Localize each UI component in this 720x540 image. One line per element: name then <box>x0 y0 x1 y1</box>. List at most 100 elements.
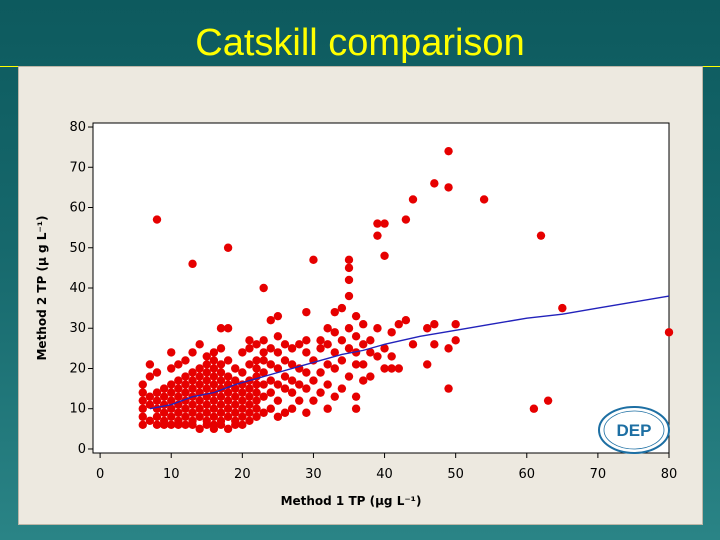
data-point <box>394 364 403 373</box>
data-point <box>138 388 147 397</box>
data-point <box>273 348 283 357</box>
x-tick-label: 10 <box>163 467 180 482</box>
data-point <box>223 356 233 365</box>
data-point <box>287 376 297 385</box>
data-point <box>351 360 361 369</box>
data-point <box>316 368 325 377</box>
data-point <box>302 408 311 417</box>
data-point <box>231 392 240 401</box>
data-point <box>181 356 190 365</box>
data-point <box>394 320 403 329</box>
data-point <box>408 195 418 204</box>
data-point <box>188 400 197 409</box>
data-point <box>444 344 453 353</box>
data-point <box>138 396 147 405</box>
data-point <box>330 364 339 373</box>
y-tick-label: 20 <box>69 361 86 376</box>
data-point <box>138 404 147 413</box>
data-point <box>309 255 318 265</box>
data-point <box>181 380 190 389</box>
x-tick-label: 40 <box>376 467 393 482</box>
data-point <box>195 380 204 389</box>
data-point <box>330 348 339 357</box>
x-tick-label: 60 <box>519 467 536 482</box>
data-point <box>273 412 283 421</box>
data-point <box>252 340 261 349</box>
data-point <box>344 255 354 265</box>
data-point <box>202 408 211 417</box>
data-point <box>245 416 254 426</box>
data-point <box>302 336 311 345</box>
data-point <box>181 404 190 413</box>
data-point <box>259 408 268 417</box>
data-point <box>344 275 354 285</box>
data-point <box>479 195 489 204</box>
data-point <box>266 404 275 413</box>
scatter-points <box>138 146 674 434</box>
data-point <box>444 146 453 156</box>
data-point <box>344 291 354 301</box>
data-point <box>295 396 304 405</box>
data-point <box>152 215 162 224</box>
data-point <box>280 340 290 349</box>
data-point <box>167 420 176 430</box>
slide-title-text: Catskill comparison <box>195 22 525 64</box>
data-point <box>387 352 396 361</box>
data-point <box>181 372 190 381</box>
data-point <box>174 384 183 393</box>
data-point <box>195 424 204 434</box>
data-point <box>202 384 211 393</box>
data-point <box>167 388 176 397</box>
data-point <box>664 328 674 337</box>
data-point <box>380 344 389 353</box>
data-point <box>145 400 155 409</box>
data-point <box>238 412 247 421</box>
data-point <box>238 420 247 430</box>
data-point <box>280 372 290 381</box>
data-point <box>366 336 375 345</box>
data-point <box>280 384 290 393</box>
data-point <box>543 396 553 405</box>
data-point <box>259 348 268 357</box>
data-point <box>245 344 254 353</box>
data-point <box>387 328 396 337</box>
data-point <box>259 336 268 345</box>
data-point <box>174 416 183 426</box>
data-point <box>266 315 275 325</box>
data-point <box>195 404 204 413</box>
data-point <box>252 364 261 373</box>
data-point <box>231 376 240 385</box>
data-point <box>302 368 311 377</box>
data-point <box>302 384 311 393</box>
data-point <box>231 384 240 393</box>
data-point <box>302 348 311 357</box>
data-point <box>159 408 169 417</box>
data-point <box>209 348 219 357</box>
data-point <box>216 344 226 353</box>
data-point <box>380 251 389 261</box>
data-point <box>273 364 283 373</box>
data-point <box>231 416 240 426</box>
data-point <box>202 368 211 377</box>
data-point <box>430 320 439 329</box>
x-tick-label: 50 <box>447 467 464 482</box>
data-point <box>280 408 290 417</box>
data-point <box>195 396 204 405</box>
data-point <box>238 404 247 413</box>
data-point <box>152 396 162 405</box>
data-point <box>202 416 211 426</box>
data-point <box>167 364 176 373</box>
data-point <box>380 364 389 373</box>
dep-logo: DEP <box>597 405 671 455</box>
data-point <box>323 340 332 349</box>
data-point <box>259 356 268 365</box>
y-tick-label: 80 <box>69 120 86 135</box>
data-point <box>223 412 233 421</box>
data-point <box>266 376 275 385</box>
data-point <box>252 396 261 405</box>
data-point <box>302 307 311 317</box>
data-point <box>216 368 226 377</box>
data-point <box>202 352 211 361</box>
data-point <box>316 344 325 353</box>
data-point <box>167 412 176 421</box>
